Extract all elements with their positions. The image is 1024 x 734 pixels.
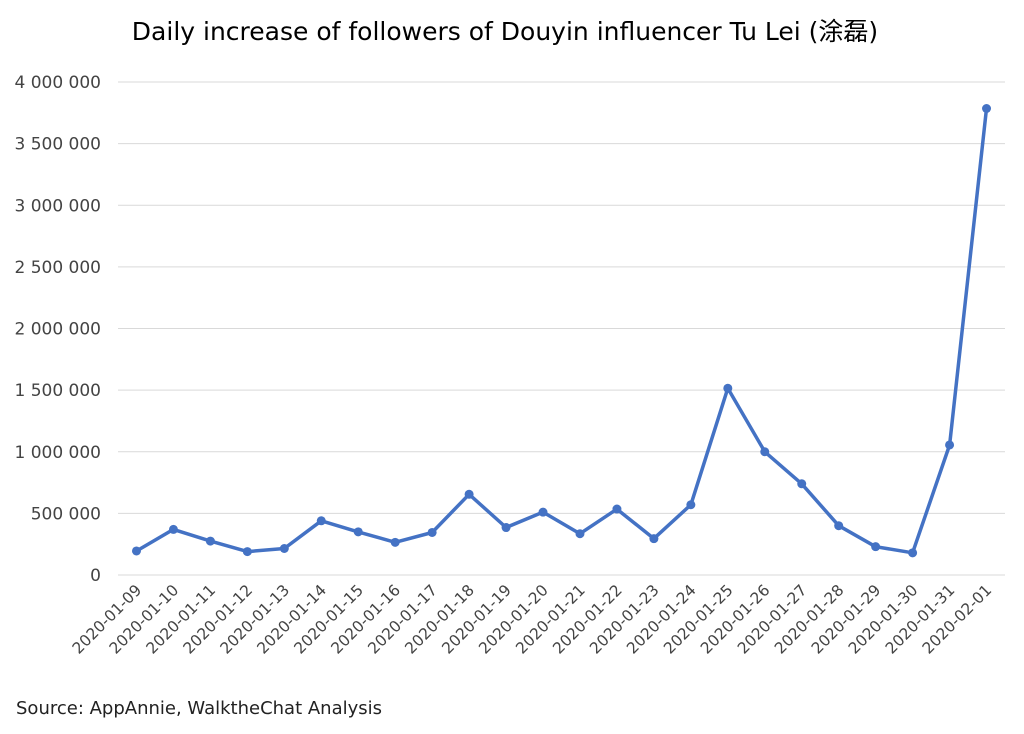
y-tick-label: 500 000	[31, 504, 101, 524]
data-point	[649, 534, 659, 544]
data-point	[279, 544, 289, 554]
data-point	[131, 546, 141, 556]
source-note: Source: AppAnnie, WalktheChat Analysis	[16, 698, 383, 719]
data-point	[390, 537, 400, 547]
y-tick-label: 3 000 000	[14, 196, 101, 216]
y-tick-label: 4 000 000	[14, 73, 101, 93]
data-point	[723, 383, 733, 393]
data-point	[242, 547, 252, 557]
data-point	[834, 521, 844, 531]
data-point	[686, 500, 696, 510]
data-point	[464, 489, 474, 499]
data-point	[353, 527, 363, 537]
y-tick-label: 2 000 000	[14, 320, 101, 340]
data-point	[871, 542, 881, 552]
chart-title: Daily increase of followers of Douyin in…	[131, 17, 879, 46]
data-point	[168, 524, 178, 534]
y-tick-label: 1 500 000	[14, 381, 101, 401]
series-line	[134, 106, 989, 555]
data-point	[945, 440, 955, 450]
data-point	[427, 527, 437, 537]
data-point	[501, 523, 511, 533]
y-tick-label: 1 000 000	[14, 443, 101, 463]
data-point	[982, 103, 992, 113]
data-point	[760, 447, 770, 457]
data-point	[612, 504, 622, 514]
y-tick-label: 0	[90, 566, 101, 586]
data-point	[205, 536, 215, 546]
data-point	[908, 548, 918, 558]
data-point	[797, 479, 807, 489]
y-tick-label: 2 500 000	[14, 258, 101, 278]
data-point	[316, 516, 326, 526]
y-tick-label: 3 500 000	[14, 135, 101, 155]
data-point	[538, 507, 548, 517]
data-point	[575, 529, 585, 539]
